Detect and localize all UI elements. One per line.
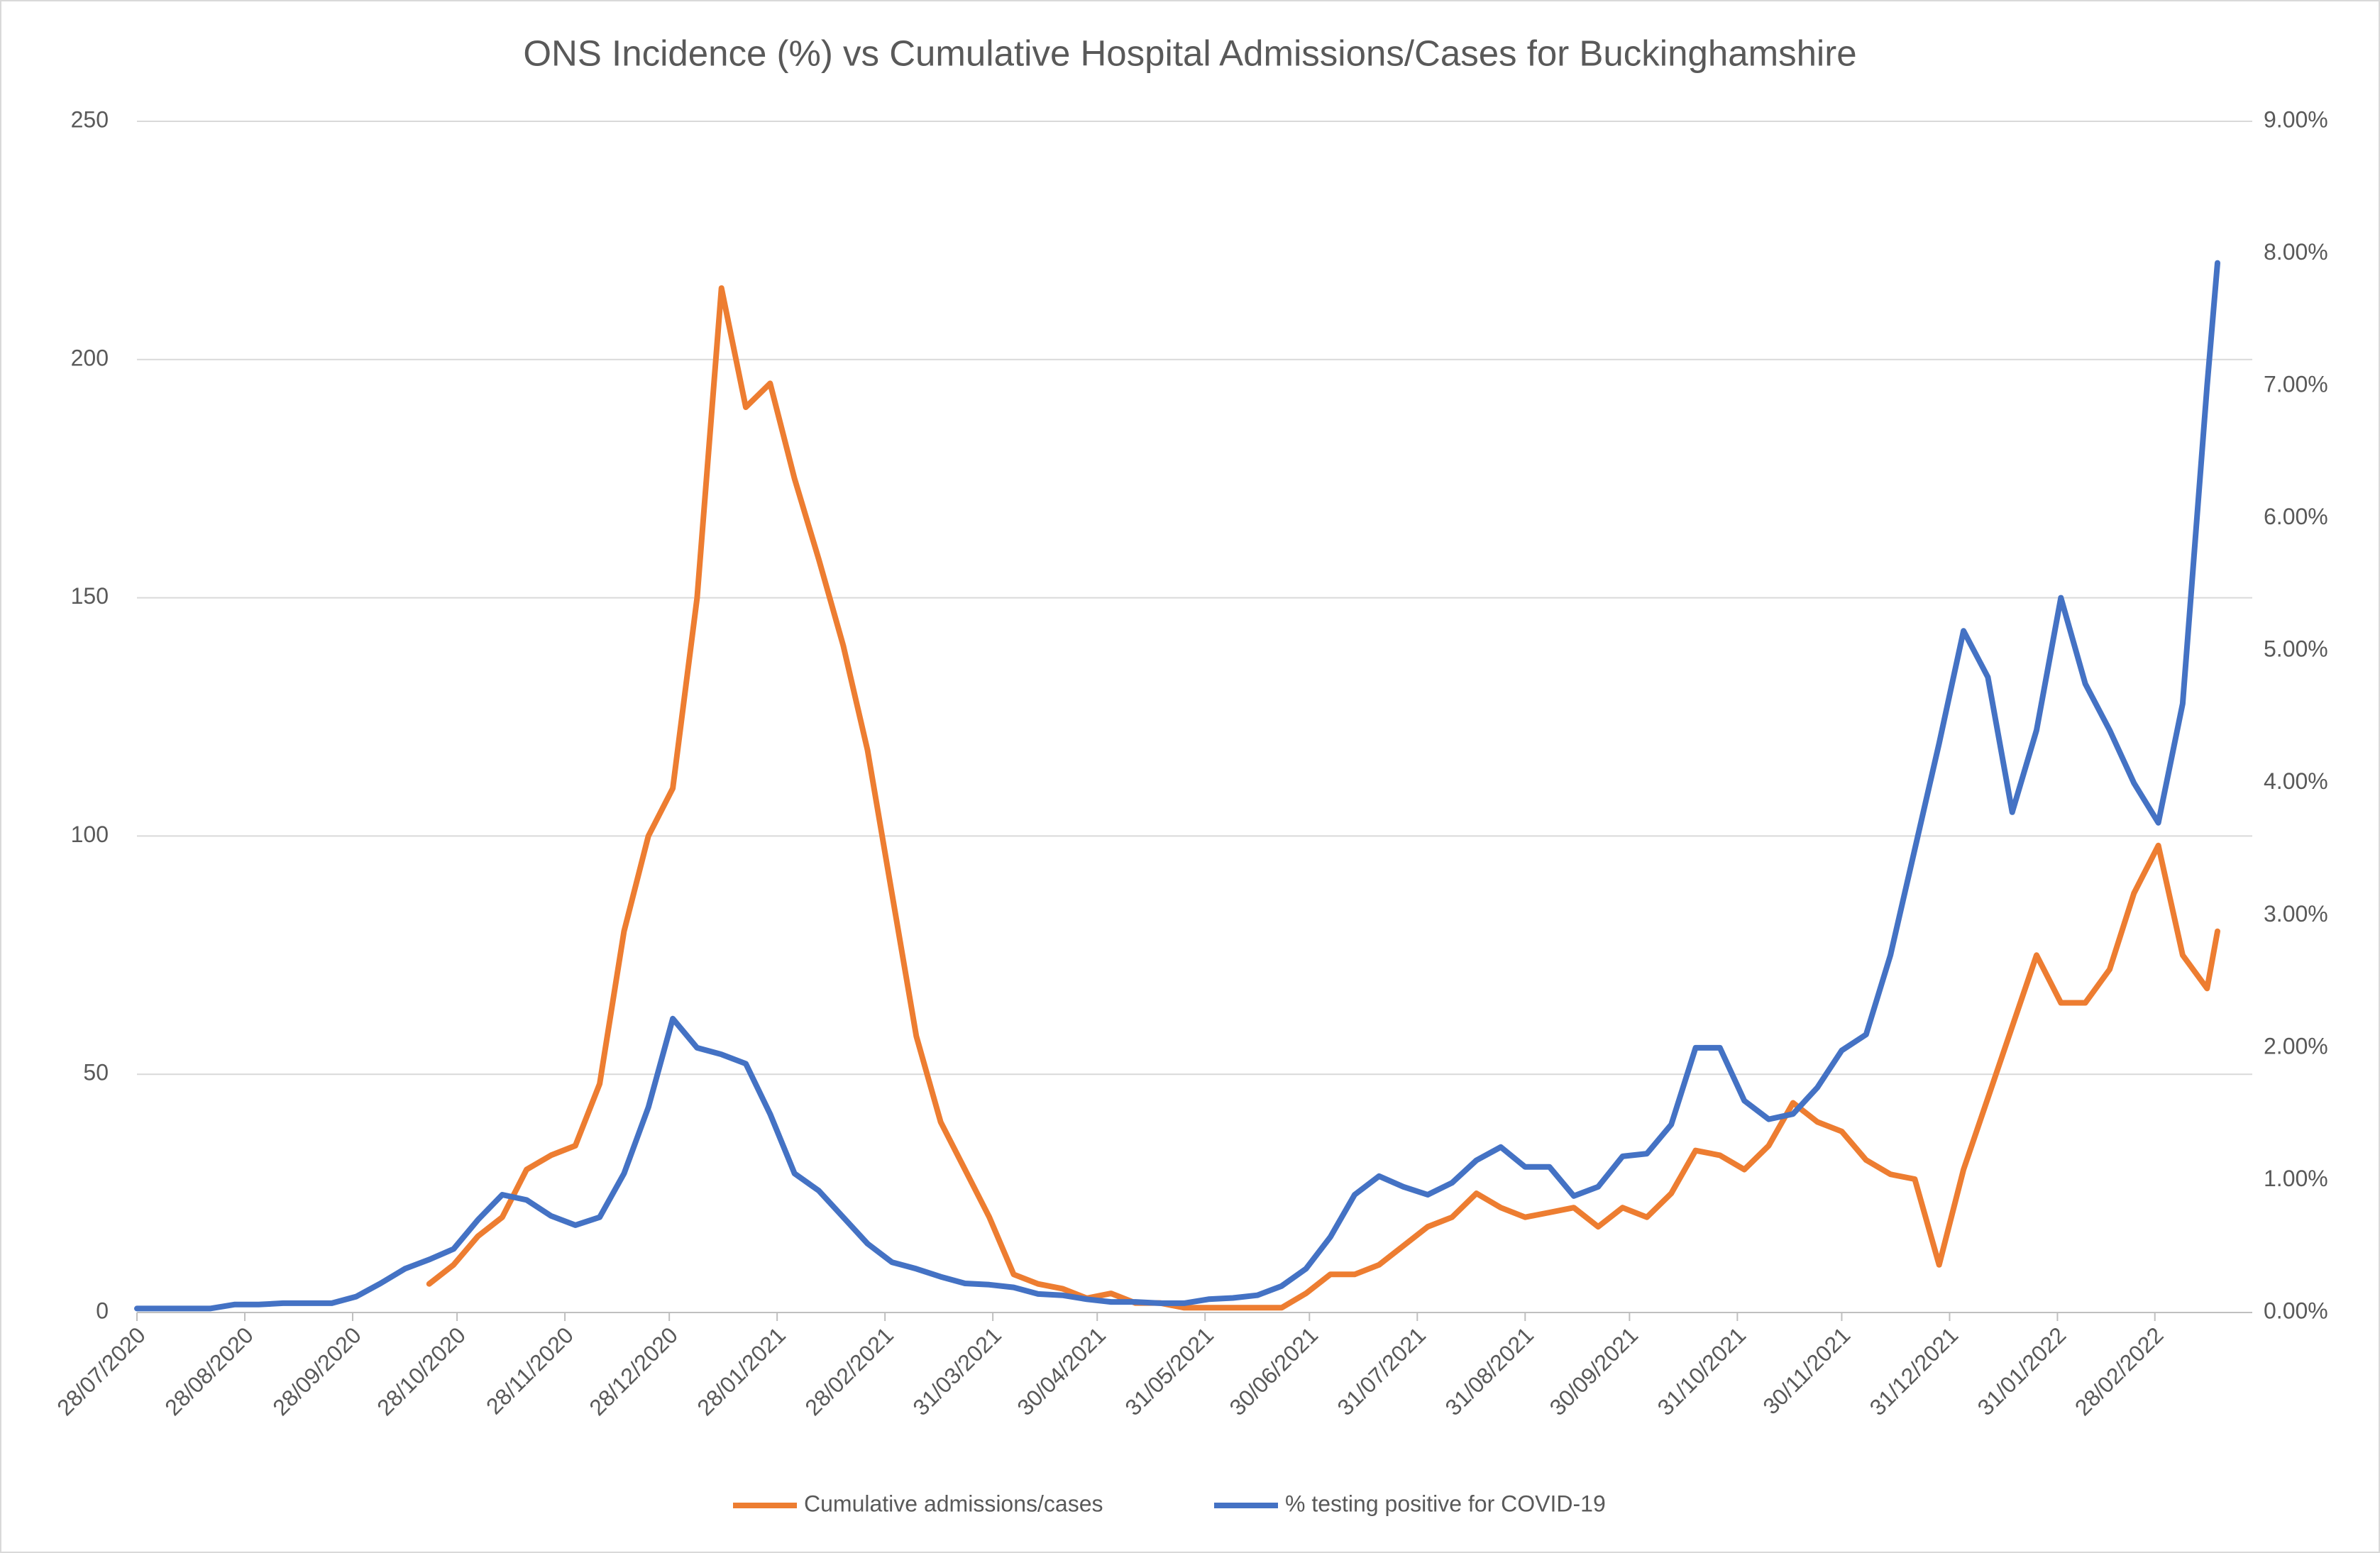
- series-line: [426, 285, 2220, 1311]
- y-tick-label: 150: [71, 583, 109, 609]
- y2-tick-label: 3.00%: [2264, 901, 2328, 927]
- y2-tick-label: 1.00%: [2264, 1166, 2328, 1191]
- y-tick-label: 250: [71, 106, 109, 132]
- y2-tick-label: 8.00%: [2264, 239, 2328, 265]
- y2-tick-label: 0.00%: [2264, 1298, 2328, 1323]
- y2-tick-label: 7.00%: [2264, 372, 2328, 397]
- y2-tick-label: 6.00%: [2264, 504, 2328, 529]
- series-line: [134, 260, 2220, 1312]
- y2-tick-label: 4.00%: [2264, 768, 2328, 794]
- legend-label: Cumulative admissions/cases: [804, 1491, 1103, 1516]
- y-tick-label: 200: [71, 345, 109, 370]
- chart-title: ONS Incidence (%) vs Cumulative Hospital…: [523, 33, 1856, 73]
- y2-tick-label: 5.00%: [2264, 636, 2328, 662]
- y2-tick-label: 9.00%: [2264, 106, 2328, 132]
- y-tick-label: 0: [96, 1298, 109, 1323]
- legend-label: % testing positive for COVID-19: [1285, 1491, 1606, 1516]
- y2-tick-label: 2.00%: [2264, 1033, 2328, 1059]
- y-tick-label: 100: [71, 822, 109, 847]
- y-tick-label: 50: [83, 1060, 109, 1085]
